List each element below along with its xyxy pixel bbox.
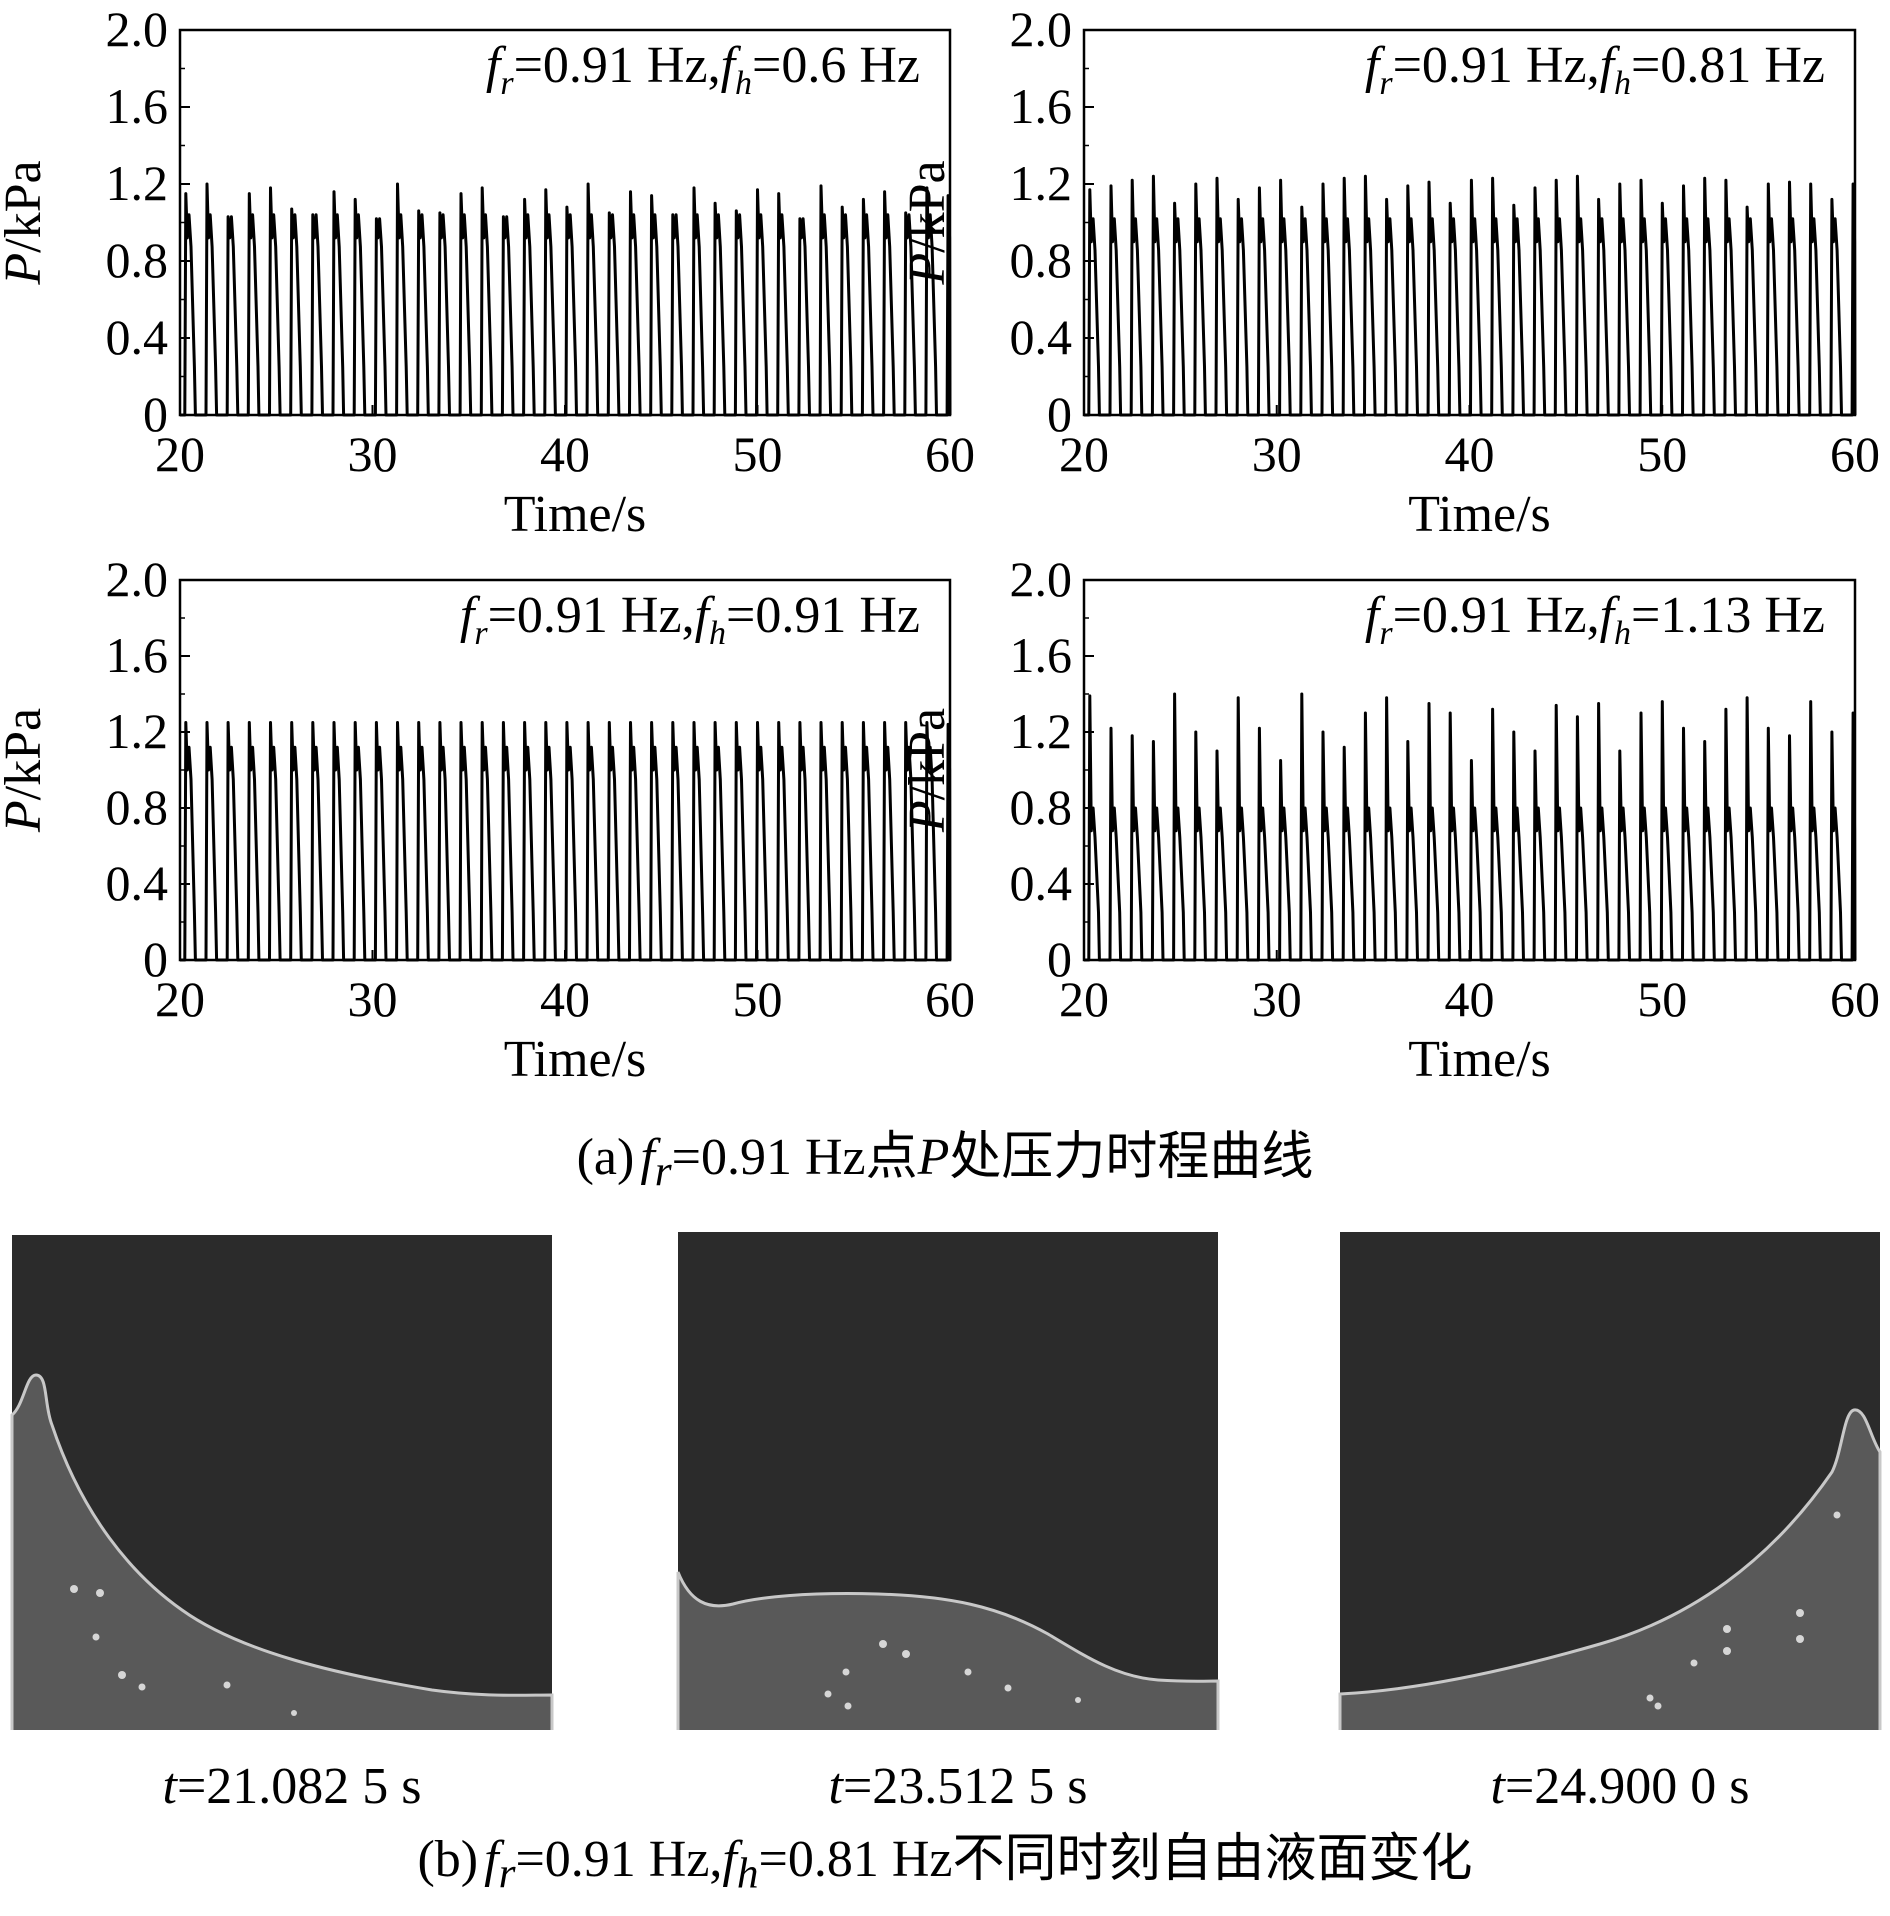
- x-tick-label: 50: [733, 426, 783, 482]
- x-tick-label: 40: [540, 426, 590, 482]
- caption-b-sub2: h: [736, 1849, 759, 1898]
- snapshot-2-liquid: [676, 1571, 1220, 1730]
- y-axis-label: P/kPa: [0, 708, 52, 833]
- y-tick-label: 1.6: [106, 627, 169, 683]
- snapshot-2-time-value: =23.512 5 s: [842, 1758, 1088, 1815]
- y-tick-label: 1.6: [106, 78, 169, 134]
- x-tick-label: 30: [1252, 426, 1302, 482]
- y-axis-label: P/kPa: [899, 708, 956, 833]
- chart-4: 0 0.4 0.8 1.2 1.6 2.0 20 30 40 50 60 Time/s P/kPa fr=…: [899, 551, 1880, 1088]
- chart-3: 0 0.4 0.8 1.2 1.6 2.0 20 30 40 50 60 Time/s P/kPa fr=…: [0, 551, 975, 1088]
- snapshot-1-time-value: =21.082 5 s: [176, 1758, 422, 1815]
- free-surface-snapshots: [10, 1232, 1882, 1730]
- y-tick-label: 0: [1047, 386, 1072, 442]
- snapshot-1-particles: [70, 1585, 297, 1716]
- y-tick-label: 0.8: [1010, 779, 1073, 835]
- caption-b-value2: =0.81 Hz不同时刻自由液面变化: [758, 1831, 1473, 1888]
- x-axis-label: Time/s: [1408, 1031, 1551, 1088]
- snapshot-1: [10, 1235, 554, 1730]
- y-tick-label: 2.0: [106, 1, 169, 57]
- y-tick-label: 0.4: [106, 855, 169, 911]
- frequency-annotation: fr=0.91 Hz,fh=0.6 Hz: [486, 37, 920, 102]
- snapshot-3-time-value: =24.900 0 s: [1504, 1758, 1750, 1815]
- y-tick-label: 0.8: [106, 232, 169, 288]
- frequency-annotation: fr=0.91 Hz,fh=1.13 Hz: [1365, 587, 1825, 652]
- x-tick-label: 20: [155, 971, 205, 1027]
- y-tick-label: 0: [143, 386, 168, 442]
- pressure-charts: 0 0.4 0.8 1.2 1.6 2.0 20 30 40 50 60 Time/s P/kPa fr=…: [0, 1, 1880, 1088]
- caption-a: (a) fr=0.91 Hz点P处压力时程曲线: [0, 1128, 1890, 1201]
- snapshot-1-time-var: t: [162, 1758, 177, 1815]
- x-axis-label: Time/s: [504, 486, 647, 543]
- x-tick-label: 40: [1445, 971, 1495, 1027]
- y-tick-label: 1.2: [1010, 703, 1073, 759]
- caption-b-value1: =0.91 Hz,: [515, 1831, 723, 1888]
- caption-a-tail: 处压力时程曲线: [949, 1129, 1314, 1186]
- snapshot-2-time: t=23.512 5 s: [678, 1757, 1238, 1817]
- y-tick-label: 0.8: [1010, 232, 1073, 288]
- y-axis-label: P/kPa: [0, 160, 52, 285]
- caption-a-id: (a): [576, 1129, 635, 1186]
- y-tick-label: 0.8: [106, 779, 169, 835]
- pressure-series-line: [1084, 692, 1857, 962]
- y-tick-label: 0: [143, 931, 168, 987]
- caption-b: (b) fr=0.91 Hz,fh=0.81 Hz不同时刻自由液面变化: [0, 1830, 1890, 1903]
- snapshot-1-liquid: [10, 1373, 554, 1730]
- x-tick-label: 20: [1059, 971, 1109, 1027]
- caption-b-id: (b): [417, 1831, 479, 1888]
- chart-1: 0 0.4 0.8 1.2 1.6 2.0 20 30 40 50 60 Time/s P/kPa fr=…: [0, 1, 975, 543]
- x-tick-label: 30: [348, 971, 398, 1027]
- caption-b-var-f2: f: [722, 1831, 737, 1888]
- x-tick-label: 60: [925, 426, 975, 482]
- snapshot-2: [676, 1232, 1220, 1730]
- x-axis-label: Time/s: [1408, 486, 1551, 543]
- x-tick-label: 50: [733, 971, 783, 1027]
- y-tick-label: 0.4: [1010, 309, 1073, 365]
- x-tick-label: 20: [1059, 426, 1109, 482]
- caption-b-var-f1: f: [484, 1831, 499, 1888]
- x-tick-label: 20: [155, 426, 205, 482]
- x-tick-label: 50: [1637, 971, 1687, 1027]
- x-tick-label: 50: [1637, 426, 1687, 482]
- caption-b-sub1: r: [498, 1849, 516, 1898]
- snapshot-2-time-var: t: [828, 1758, 843, 1815]
- snapshot-3-time: t=24.900 0 s: [1340, 1757, 1890, 1817]
- x-tick-label: 60: [1830, 426, 1880, 482]
- snapshot-3: [1338, 1232, 1882, 1730]
- pressure-series-line: [1084, 174, 1857, 417]
- pressure-series-line: [180, 721, 952, 962]
- y-tick-label: 1.6: [1010, 627, 1073, 683]
- x-tick-label: 40: [1445, 426, 1495, 482]
- y-tick-label: 0.4: [1010, 855, 1073, 911]
- y-tick-label: 0.4: [106, 309, 169, 365]
- caption-a-sub: r: [654, 1147, 672, 1196]
- pressure-series-line: [180, 182, 952, 417]
- snapshot-3-time-var: t: [1490, 1758, 1505, 1815]
- x-tick-label: 30: [348, 426, 398, 482]
- y-tick-label: 2.0: [1010, 1, 1073, 57]
- y-tick-label: 1.2: [1010, 155, 1073, 211]
- snapshot-3-liquid: [1338, 1408, 1882, 1730]
- frequency-annotation: fr=0.91 Hz,fh=0.91 Hz: [460, 587, 920, 652]
- caption-a-var-p: P: [917, 1129, 950, 1186]
- y-tick-label: 1.2: [106, 703, 169, 759]
- x-tick-label: 60: [1830, 971, 1880, 1027]
- y-tick-label: 2.0: [106, 551, 169, 607]
- x-tick-label: 40: [540, 971, 590, 1027]
- y-tick-label: 2.0: [1010, 551, 1073, 607]
- x-axis-label: Time/s: [504, 1031, 647, 1088]
- caption-a-value: =0.91 Hz点: [671, 1129, 918, 1186]
- x-tick-label: 60: [925, 971, 975, 1027]
- snapshot-1-time: t=21.082 5 s: [12, 1757, 572, 1817]
- caption-a-var-f: f: [640, 1129, 655, 1186]
- x-tick-label: 30: [1252, 971, 1302, 1027]
- y-axis-label: P/kPa: [899, 160, 956, 285]
- snapshot-3-particles: [1646, 1511, 1841, 1710]
- y-tick-label: 1.6: [1010, 78, 1073, 134]
- snapshot-2-particles: [824, 1640, 1081, 1710]
- frequency-annotation: fr=0.91 Hz,fh=0.81 Hz: [1365, 37, 1825, 102]
- y-tick-label: 0: [1047, 931, 1072, 987]
- y-tick-label: 1.2: [106, 155, 169, 211]
- chart-2: 0 0.4 0.8 1.2 1.6 2.0 20 30 40 50 60 Time/s P/kPa fr=…: [899, 1, 1880, 543]
